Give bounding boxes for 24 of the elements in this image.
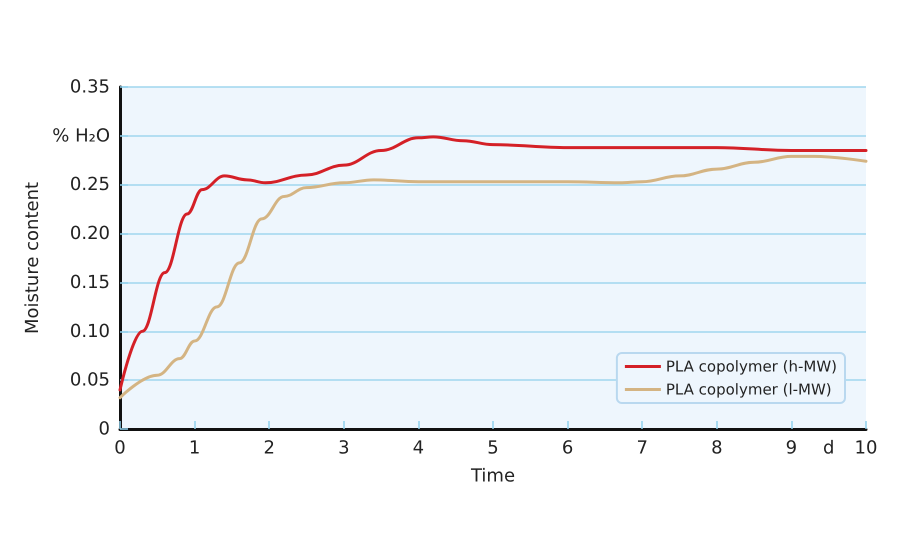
x-tick-label: 1: [188, 438, 200, 458]
y-axis-title: Moisture content: [22, 182, 43, 334]
x-tick-label: 8: [711, 438, 723, 458]
y-tick-label: 0.35: [70, 76, 110, 98]
y-tick-label: 0.05: [70, 370, 110, 391]
y-tick-label: 0: [98, 418, 110, 440]
x-tick-label: d: [822, 438, 834, 458]
x-tick-label: 3: [338, 438, 350, 458]
y-tick-label: 0.25: [70, 174, 110, 196]
x-axis-title: Time: [470, 466, 516, 486]
y-tick-label: 0.15: [70, 272, 110, 293]
legend-label: PLA copolymer (h-MW): [666, 358, 838, 376]
x-tick-label: 4: [412, 438, 424, 458]
x-tick-label: 9: [786, 438, 798, 458]
x-tick-label: 0: [114, 438, 126, 458]
x-tick-label: 6: [562, 438, 574, 458]
y-tick-label: 0.20: [70, 223, 110, 244]
y-tick-label: % H₂O: [52, 125, 110, 146]
x-tick-label: 10: [854, 438, 878, 458]
legend-label: PLA copolymer (l-MW): [666, 380, 832, 398]
x-tick-label: 2: [263, 438, 275, 458]
y-tick-label: 0.10: [70, 320, 110, 342]
x-tick-label: 7: [636, 438, 648, 458]
x-tick-label: 5: [487, 438, 499, 458]
